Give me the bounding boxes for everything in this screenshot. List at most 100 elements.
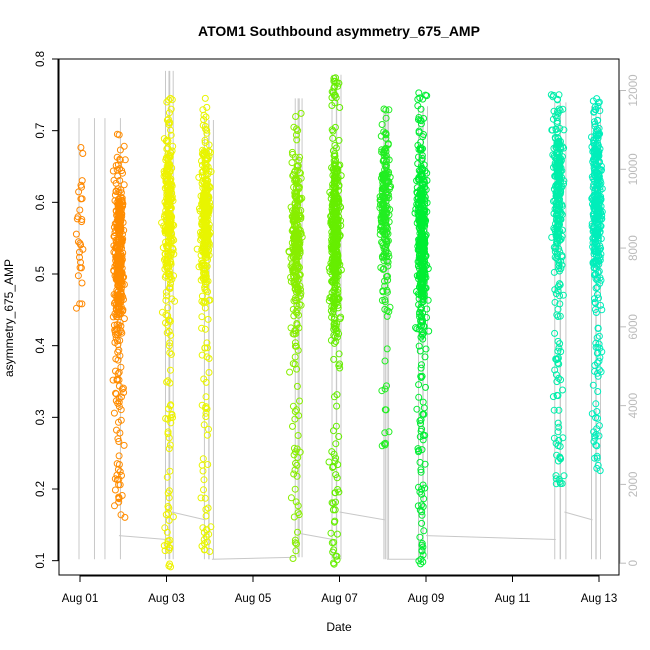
data-point xyxy=(200,476,208,484)
data-point xyxy=(553,210,561,218)
data-point xyxy=(381,406,389,414)
data-point xyxy=(291,235,298,243)
data-point xyxy=(205,221,213,229)
data-point xyxy=(419,216,427,224)
data-point xyxy=(416,506,424,514)
data-point xyxy=(162,170,170,178)
data-point xyxy=(419,335,427,343)
data-point xyxy=(167,149,175,157)
data-point xyxy=(113,276,120,284)
data-point xyxy=(167,175,175,183)
data-point xyxy=(165,119,173,127)
data-point xyxy=(556,453,564,461)
data-point xyxy=(160,256,168,264)
data-point xyxy=(333,247,341,254)
data-point xyxy=(158,308,166,316)
data-point xyxy=(383,155,391,163)
data-point xyxy=(293,461,301,469)
data-point xyxy=(331,517,339,525)
data-point xyxy=(198,172,206,180)
data-point xyxy=(203,344,211,352)
data-point xyxy=(334,165,342,173)
data-point xyxy=(381,194,389,202)
y-tick-label: 0.5 xyxy=(35,266,47,282)
data-point xyxy=(383,225,391,233)
data-point xyxy=(597,276,605,284)
data-points xyxy=(72,74,606,571)
data-point xyxy=(332,215,339,223)
data-point xyxy=(421,179,429,187)
data-point xyxy=(286,368,294,376)
data-point xyxy=(166,560,174,568)
x-axis-label: Date xyxy=(326,620,352,634)
data-point xyxy=(383,177,391,185)
data-point xyxy=(167,419,175,427)
data-point xyxy=(594,130,602,138)
data-point xyxy=(329,134,337,142)
data-point xyxy=(554,457,562,465)
data-point xyxy=(550,406,558,414)
data-point xyxy=(554,419,562,427)
data-point xyxy=(416,458,424,466)
data-point xyxy=(201,325,209,333)
data-point xyxy=(336,364,344,372)
data-point xyxy=(417,466,425,474)
data-point xyxy=(555,245,563,253)
data-point xyxy=(419,543,427,551)
data-point xyxy=(117,189,125,197)
data-point xyxy=(163,183,171,191)
data-point xyxy=(117,363,125,371)
data-point xyxy=(164,430,172,438)
data-point xyxy=(162,175,170,183)
data-point xyxy=(201,191,208,199)
data-point xyxy=(420,495,428,503)
data-point xyxy=(113,260,121,268)
data-point xyxy=(164,115,172,123)
data-point xyxy=(557,186,564,194)
data-point xyxy=(595,357,603,365)
data-point xyxy=(593,153,601,161)
data-point xyxy=(201,94,209,102)
y-axis-label: asymmetry_675_AMP xyxy=(2,259,16,377)
data-point xyxy=(330,306,337,314)
data-point xyxy=(417,427,425,435)
data-point xyxy=(109,167,117,175)
data-point xyxy=(559,291,567,299)
data-point xyxy=(167,350,175,358)
data-point xyxy=(549,115,557,123)
data-point xyxy=(590,428,598,436)
data-point xyxy=(113,376,121,384)
data-point xyxy=(333,530,341,538)
data-point xyxy=(556,300,564,308)
data-point xyxy=(166,339,174,347)
data-point xyxy=(383,257,391,265)
data-point xyxy=(164,209,172,217)
data-point xyxy=(550,268,558,276)
data-point xyxy=(593,181,601,189)
data-point xyxy=(165,109,173,117)
data-point xyxy=(554,428,562,436)
data-point xyxy=(296,153,304,161)
data-point xyxy=(558,167,566,175)
data-point xyxy=(556,312,564,320)
x-tick-label: Aug 11 xyxy=(495,593,531,605)
data-point xyxy=(291,353,299,361)
data-point xyxy=(205,297,213,304)
data-point xyxy=(553,378,561,386)
data-point xyxy=(120,441,128,449)
depth-transit-line xyxy=(425,535,556,541)
data-point xyxy=(556,174,564,182)
data-point xyxy=(205,369,213,376)
data-point xyxy=(380,146,388,154)
data-point xyxy=(549,126,556,134)
chart-title: ATOM1 Southbound asymmetry_675_AMP xyxy=(198,23,480,39)
depth-transit-line xyxy=(171,511,206,521)
data-point xyxy=(596,366,603,374)
data-point xyxy=(293,320,301,327)
data-point xyxy=(554,108,562,116)
data-point xyxy=(205,355,213,362)
data-point xyxy=(76,264,84,272)
data-point xyxy=(198,461,206,469)
data-point xyxy=(116,146,124,154)
